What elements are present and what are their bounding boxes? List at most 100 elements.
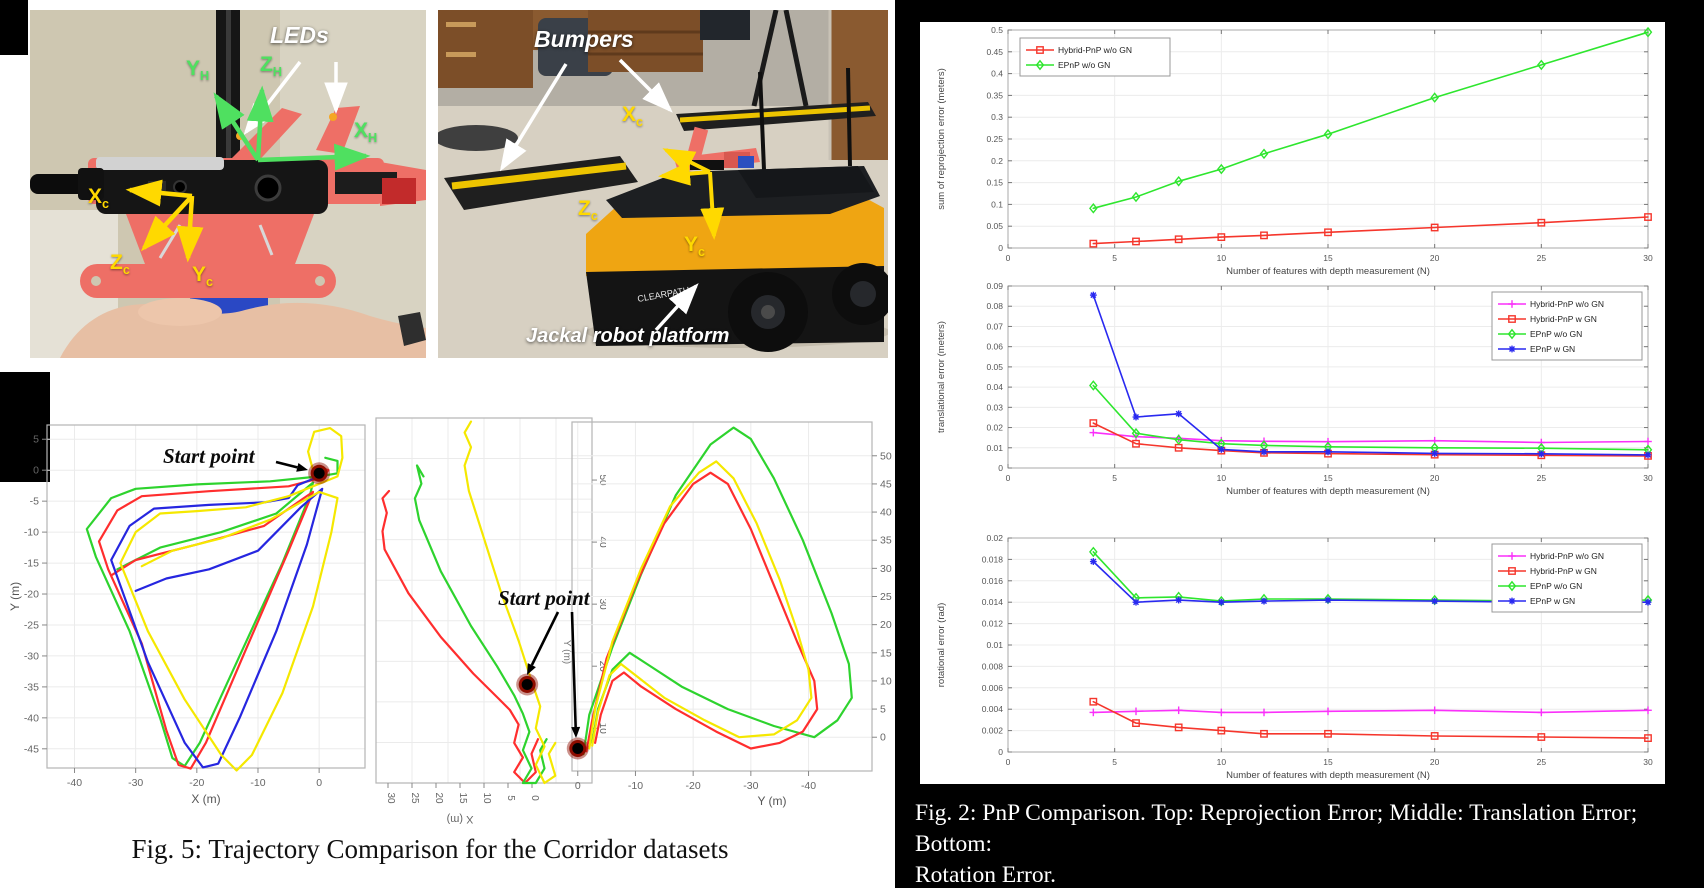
- svg-text:EPnP w/o GN: EPnP w/o GN: [1058, 60, 1110, 70]
- svg-text:Number of features with depth: Number of features with depth measuremen…: [1226, 486, 1430, 497]
- frame-label-XH: XH: [354, 119, 378, 146]
- pnp-charts: 0 5 10 15 20 25 30 0 0.05 0.1 0.15 0.2 0.25 0.3 0.35 0.…: [936, 25, 1653, 781]
- svg-text:Number of features with depth: Number of features with depth measuremen…: [1226, 266, 1430, 277]
- svg-text:Hybrid-PnP w GN: Hybrid-PnP w GN: [1530, 314, 1597, 324]
- svg-text:25: 25: [409, 792, 420, 804]
- svg-text:-30: -30: [128, 777, 143, 789]
- photo-handheld-device: LEDs YH ZH XH Xc Zc Yc: [30, 10, 426, 358]
- frame-label-Zc: Zc: [110, 251, 130, 278]
- svg-text:10: 10: [880, 675, 892, 687]
- svg-text:0.45: 0.45: [986, 47, 1003, 57]
- svg-text:0.002: 0.002: [982, 726, 1004, 736]
- svg-text:0.004: 0.004: [982, 704, 1004, 714]
- svg-text:15: 15: [1323, 757, 1333, 767]
- svg-text:30: 30: [597, 599, 606, 611]
- svg-text:0.07: 0.07: [986, 321, 1003, 331]
- svg-text:25: 25: [1537, 473, 1547, 483]
- svg-text:-35: -35: [24, 681, 39, 693]
- svg-text:0: 0: [998, 243, 1003, 253]
- svg-text:X (m): X (m): [447, 813, 474, 825]
- svg-text:10: 10: [597, 723, 606, 735]
- svg-text:0.016: 0.016: [982, 576, 1004, 586]
- svg-text:0: 0: [880, 732, 886, 744]
- svg-text:0.018: 0.018: [982, 554, 1004, 564]
- svg-text:0.3: 0.3: [991, 112, 1003, 122]
- svg-text:-30: -30: [743, 780, 758, 792]
- svg-text:0: 0: [1006, 473, 1011, 483]
- svg-text:5: 5: [1112, 473, 1117, 483]
- svg-text:0.09: 0.09: [986, 281, 1003, 291]
- svg-text:0: 0: [33, 465, 39, 477]
- svg-text:0.35: 0.35: [986, 90, 1003, 100]
- svg-text:5: 5: [1112, 253, 1117, 263]
- svg-text:5: 5: [880, 704, 886, 716]
- svg-text:0: 0: [575, 780, 581, 792]
- svg-text:0: 0: [1006, 253, 1011, 263]
- frame-label-ZH: ZH: [260, 53, 282, 80]
- svg-text:EPnP w GN: EPnP w GN: [1530, 344, 1575, 354]
- svg-text:45: 45: [880, 478, 892, 490]
- figure2-panel: 0 5 10 15 20 25 30 0 0.05 0.1 0.15 0.2 0.25 0.3 0.35 0.…: [895, 0, 1704, 888]
- svg-text:Hybrid-PnP w/o GN: Hybrid-PnP w/o GN: [1530, 299, 1604, 309]
- svg-text:Hybrid-PnP w GN: Hybrid-PnP w GN: [1530, 566, 1597, 576]
- svg-text:0: 0: [529, 795, 540, 801]
- svg-text:20: 20: [1430, 473, 1440, 483]
- svg-text:0.05: 0.05: [986, 362, 1003, 372]
- svg-text:20: 20: [433, 792, 444, 804]
- svg-text:0: 0: [316, 777, 322, 789]
- svg-text:10: 10: [1217, 757, 1227, 767]
- svg-text:0.06: 0.06: [986, 342, 1003, 352]
- svg-text:0.1: 0.1: [991, 199, 1003, 209]
- frame-label-Yc: Yc: [192, 263, 214, 290]
- svg-text:40: 40: [597, 537, 606, 549]
- svg-text:15: 15: [1323, 473, 1333, 483]
- svg-text:0.012: 0.012: [982, 619, 1004, 629]
- svg-text:20: 20: [597, 661, 606, 673]
- svg-text:rotational error (rad): rotational error (rad): [936, 603, 947, 687]
- svg-text:25: 25: [1537, 253, 1547, 263]
- svg-text:-20: -20: [189, 777, 204, 789]
- frame-label-YH: YH: [186, 57, 210, 84]
- frame-label-Xc: Xc: [88, 185, 110, 212]
- svg-text:0.15: 0.15: [986, 178, 1003, 188]
- svg-text:30: 30: [1643, 757, 1653, 767]
- svg-text:0.01: 0.01: [986, 640, 1003, 650]
- svg-text:EPnP w/o GN: EPnP w/o GN: [1530, 581, 1582, 591]
- jackal-robot-photo-art: CLEARPATH: [438, 10, 888, 358]
- svg-text:-40: -40: [801, 780, 816, 792]
- svg-text:50: 50: [597, 474, 606, 486]
- svg-text:0.04: 0.04: [986, 382, 1003, 392]
- svg-text:10: 10: [1217, 473, 1227, 483]
- svg-text:30: 30: [880, 563, 892, 575]
- svg-text:-10: -10: [628, 780, 643, 792]
- svg-text:0.5: 0.5: [991, 25, 1003, 35]
- pnp-chart-panel: 0 5 10 15 20 25 30 0 0.05 0.1 0.15 0.2 0.25 0.3 0.35 0.…: [920, 22, 1665, 784]
- jackal-platform-label: Jackal robot platform: [526, 325, 730, 347]
- svg-text:25: 25: [1537, 757, 1547, 767]
- svg-text:15: 15: [1323, 253, 1333, 263]
- svg-text:20: 20: [1430, 757, 1440, 767]
- photo-jackal-robot: CLEARPATH Bumpers Xc Zc Yc Jackal robot …: [438, 10, 888, 358]
- figure2-caption-line2: Rotation Error.: [915, 862, 1056, 888]
- svg-text:15: 15: [880, 647, 892, 659]
- handheld-device-photo-art: [30, 10, 426, 358]
- figure2-caption-line1: Fig. 2: PnP Comparison. Top: Reprojectio…: [915, 800, 1638, 858]
- svg-text:0.02: 0.02: [986, 423, 1003, 433]
- svg-text:0.05: 0.05: [986, 221, 1003, 231]
- svg-text:40: 40: [880, 507, 892, 519]
- svg-text:25: 25: [880, 591, 892, 603]
- svg-text:Number of features with depth: Number of features with depth measuremen…: [1226, 770, 1430, 781]
- svg-text:EPnP w/o GN: EPnP w/o GN: [1530, 329, 1582, 339]
- svg-text:20: 20: [880, 619, 892, 631]
- svg-text:30: 30: [1643, 473, 1653, 483]
- trajectory-plot-left: -40 -30 -20 -10 0 5 0 -5 -10 -15 -20 -25 -30 -35 -40 -4…: [8, 424, 366, 806]
- svg-text:5: 5: [505, 795, 516, 801]
- svg-text:0.08: 0.08: [986, 301, 1003, 311]
- svg-text:20: 20: [1430, 253, 1440, 263]
- svg-text:0.2: 0.2: [991, 156, 1003, 166]
- svg-text:0: 0: [998, 463, 1003, 473]
- svg-text:5: 5: [1112, 757, 1117, 767]
- svg-text:15: 15: [457, 792, 468, 804]
